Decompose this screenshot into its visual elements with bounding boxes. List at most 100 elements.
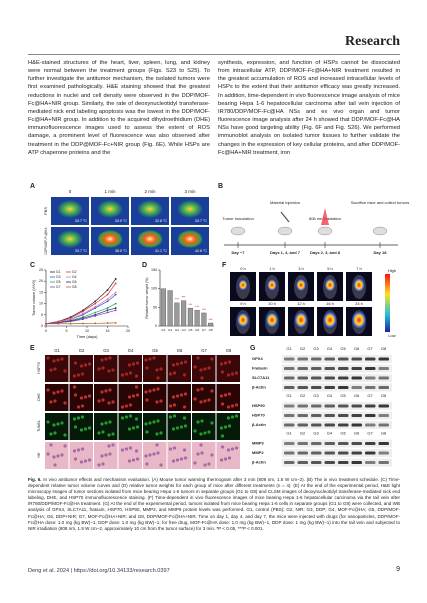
stain [124,447,129,451]
band [311,461,322,464]
syringe [280,211,290,223]
mouse-icon [277,226,293,236]
y-tick-label: 0 [41,324,43,328]
x-tick-label: G5 [188,328,192,332]
stain [159,399,163,403]
data-point [94,306,97,308]
stain [207,398,211,402]
stain [53,431,57,435]
stain [152,356,156,360]
group-label: G7 [201,348,207,353]
stain [128,446,133,450]
lane-label: G1 [286,346,292,351]
stain [79,428,84,432]
micrograph [192,442,216,469]
stain [134,374,139,378]
band [378,357,389,361]
stain [108,420,112,424]
stain [175,394,180,398]
step-label: Sacrifice mice and collect tumors [351,200,409,205]
stain [172,446,177,450]
series-line [45,307,116,325]
stain [72,449,77,453]
stain [100,390,104,394]
significance: *** [202,308,207,312]
y-tick-label: 50 [153,305,157,309]
temperature: 41.1 °C [155,249,167,253]
stain [168,372,173,376]
y-tick-label: 15 [39,290,43,294]
band [284,423,295,427]
legend-label: G8 [72,285,77,289]
stain [182,373,187,377]
legend-label: G4 [72,275,77,279]
time-label: 24 h [355,301,363,306]
bar [181,300,187,327]
stain [196,356,200,360]
time-label: 12 h [297,301,305,306]
protein-label: HSP90 [252,403,265,408]
stain [159,367,163,371]
stain [120,448,125,452]
band [351,423,362,427]
lane-label: G5 [340,431,346,436]
blot-strip [282,449,392,457]
stain [97,367,101,371]
x-tick-label: G2 [168,328,172,332]
stain [175,362,180,366]
stain [79,364,84,368]
stain [200,419,204,423]
data-point [94,322,97,325]
y-tick-label: 0 [155,324,157,328]
y-tick-label: 150 [151,268,157,272]
significance: *** [195,305,200,309]
stain [97,431,101,435]
blot-strip [282,458,392,467]
legend-label: G1 [56,270,61,274]
stain [131,458,136,462]
data-point [106,307,109,309]
stain [171,427,176,431]
stain [76,448,81,452]
group-label: G6 [177,348,183,353]
stain [101,462,105,466]
lane-label: G5 [340,393,346,398]
x-tick-label: G1 [161,328,165,332]
band [378,442,389,445]
band [351,357,362,361]
stain [152,452,156,456]
data-point [114,302,117,305]
micrograph [143,413,167,440]
band [297,404,308,408]
band [324,357,335,361]
stain [76,405,81,409]
data-point [69,322,72,325]
temperature: 32.8 °C [155,219,167,223]
stain [145,398,149,402]
scale-label: Low [388,333,395,338]
band [324,404,335,408]
band [297,414,308,417]
day-label: Days 2, 3, and 8 [310,250,341,255]
x-tick-label: 20 [126,329,130,333]
legend-label: G3 [56,275,61,279]
stain [183,360,188,364]
stain [156,376,160,380]
hot-spot [177,200,203,218]
time-label: 9 h [240,301,246,306]
time-label: 3 min [184,189,196,194]
stain [179,457,184,461]
stain [175,426,180,430]
group-label: G8 [226,348,232,353]
stain [223,457,228,461]
stain [53,399,57,403]
band [338,442,349,445]
figure: A B C D F E G 0 1 min 2 min 3 min PBS 33.7 °C 33.9 °C… [30,183,409,469]
legend-label: G2 [72,270,77,274]
group-label: G4 [128,348,134,353]
band [338,357,349,361]
stain [199,443,203,447]
stain [104,389,108,393]
stain [104,453,108,457]
data-point [106,311,109,314]
